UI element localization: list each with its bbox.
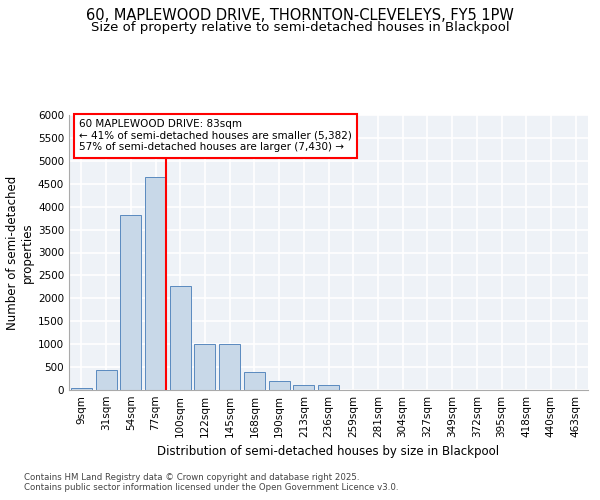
Bar	[293, 384, 314, 390]
Bar	[244, 372, 265, 390]
Bar	[71, 388, 92, 390]
Bar	[219, 344, 240, 390]
Text: 60, MAPLEWOOD DRIVE, THORNTON-CLEVELEYS, FY5 1PW: 60, MAPLEWOOD DRIVE, THORNTON-CLEVELEYS,…	[86, 8, 514, 22]
Bar	[269, 381, 290, 390]
Text: 60 MAPLEWOOD DRIVE: 83sqm
← 41% of semi-detached houses are smaller (5,382)
57% : 60 MAPLEWOOD DRIVE: 83sqm ← 41% of semi-…	[79, 119, 352, 152]
Text: Size of property relative to semi-detached houses in Blackpool: Size of property relative to semi-detach…	[91, 21, 509, 34]
Bar	[145, 177, 166, 390]
Bar	[95, 370, 116, 390]
Bar	[120, 215, 141, 390]
Bar	[318, 385, 339, 390]
Y-axis label: Number of semi-detached
properties: Number of semi-detached properties	[6, 176, 34, 330]
Text: Contains HM Land Registry data © Crown copyright and database right 2025.
Contai: Contains HM Land Registry data © Crown c…	[24, 473, 398, 492]
Bar	[194, 344, 215, 390]
Bar	[170, 286, 191, 390]
X-axis label: Distribution of semi-detached houses by size in Blackpool: Distribution of semi-detached houses by …	[157, 446, 500, 458]
